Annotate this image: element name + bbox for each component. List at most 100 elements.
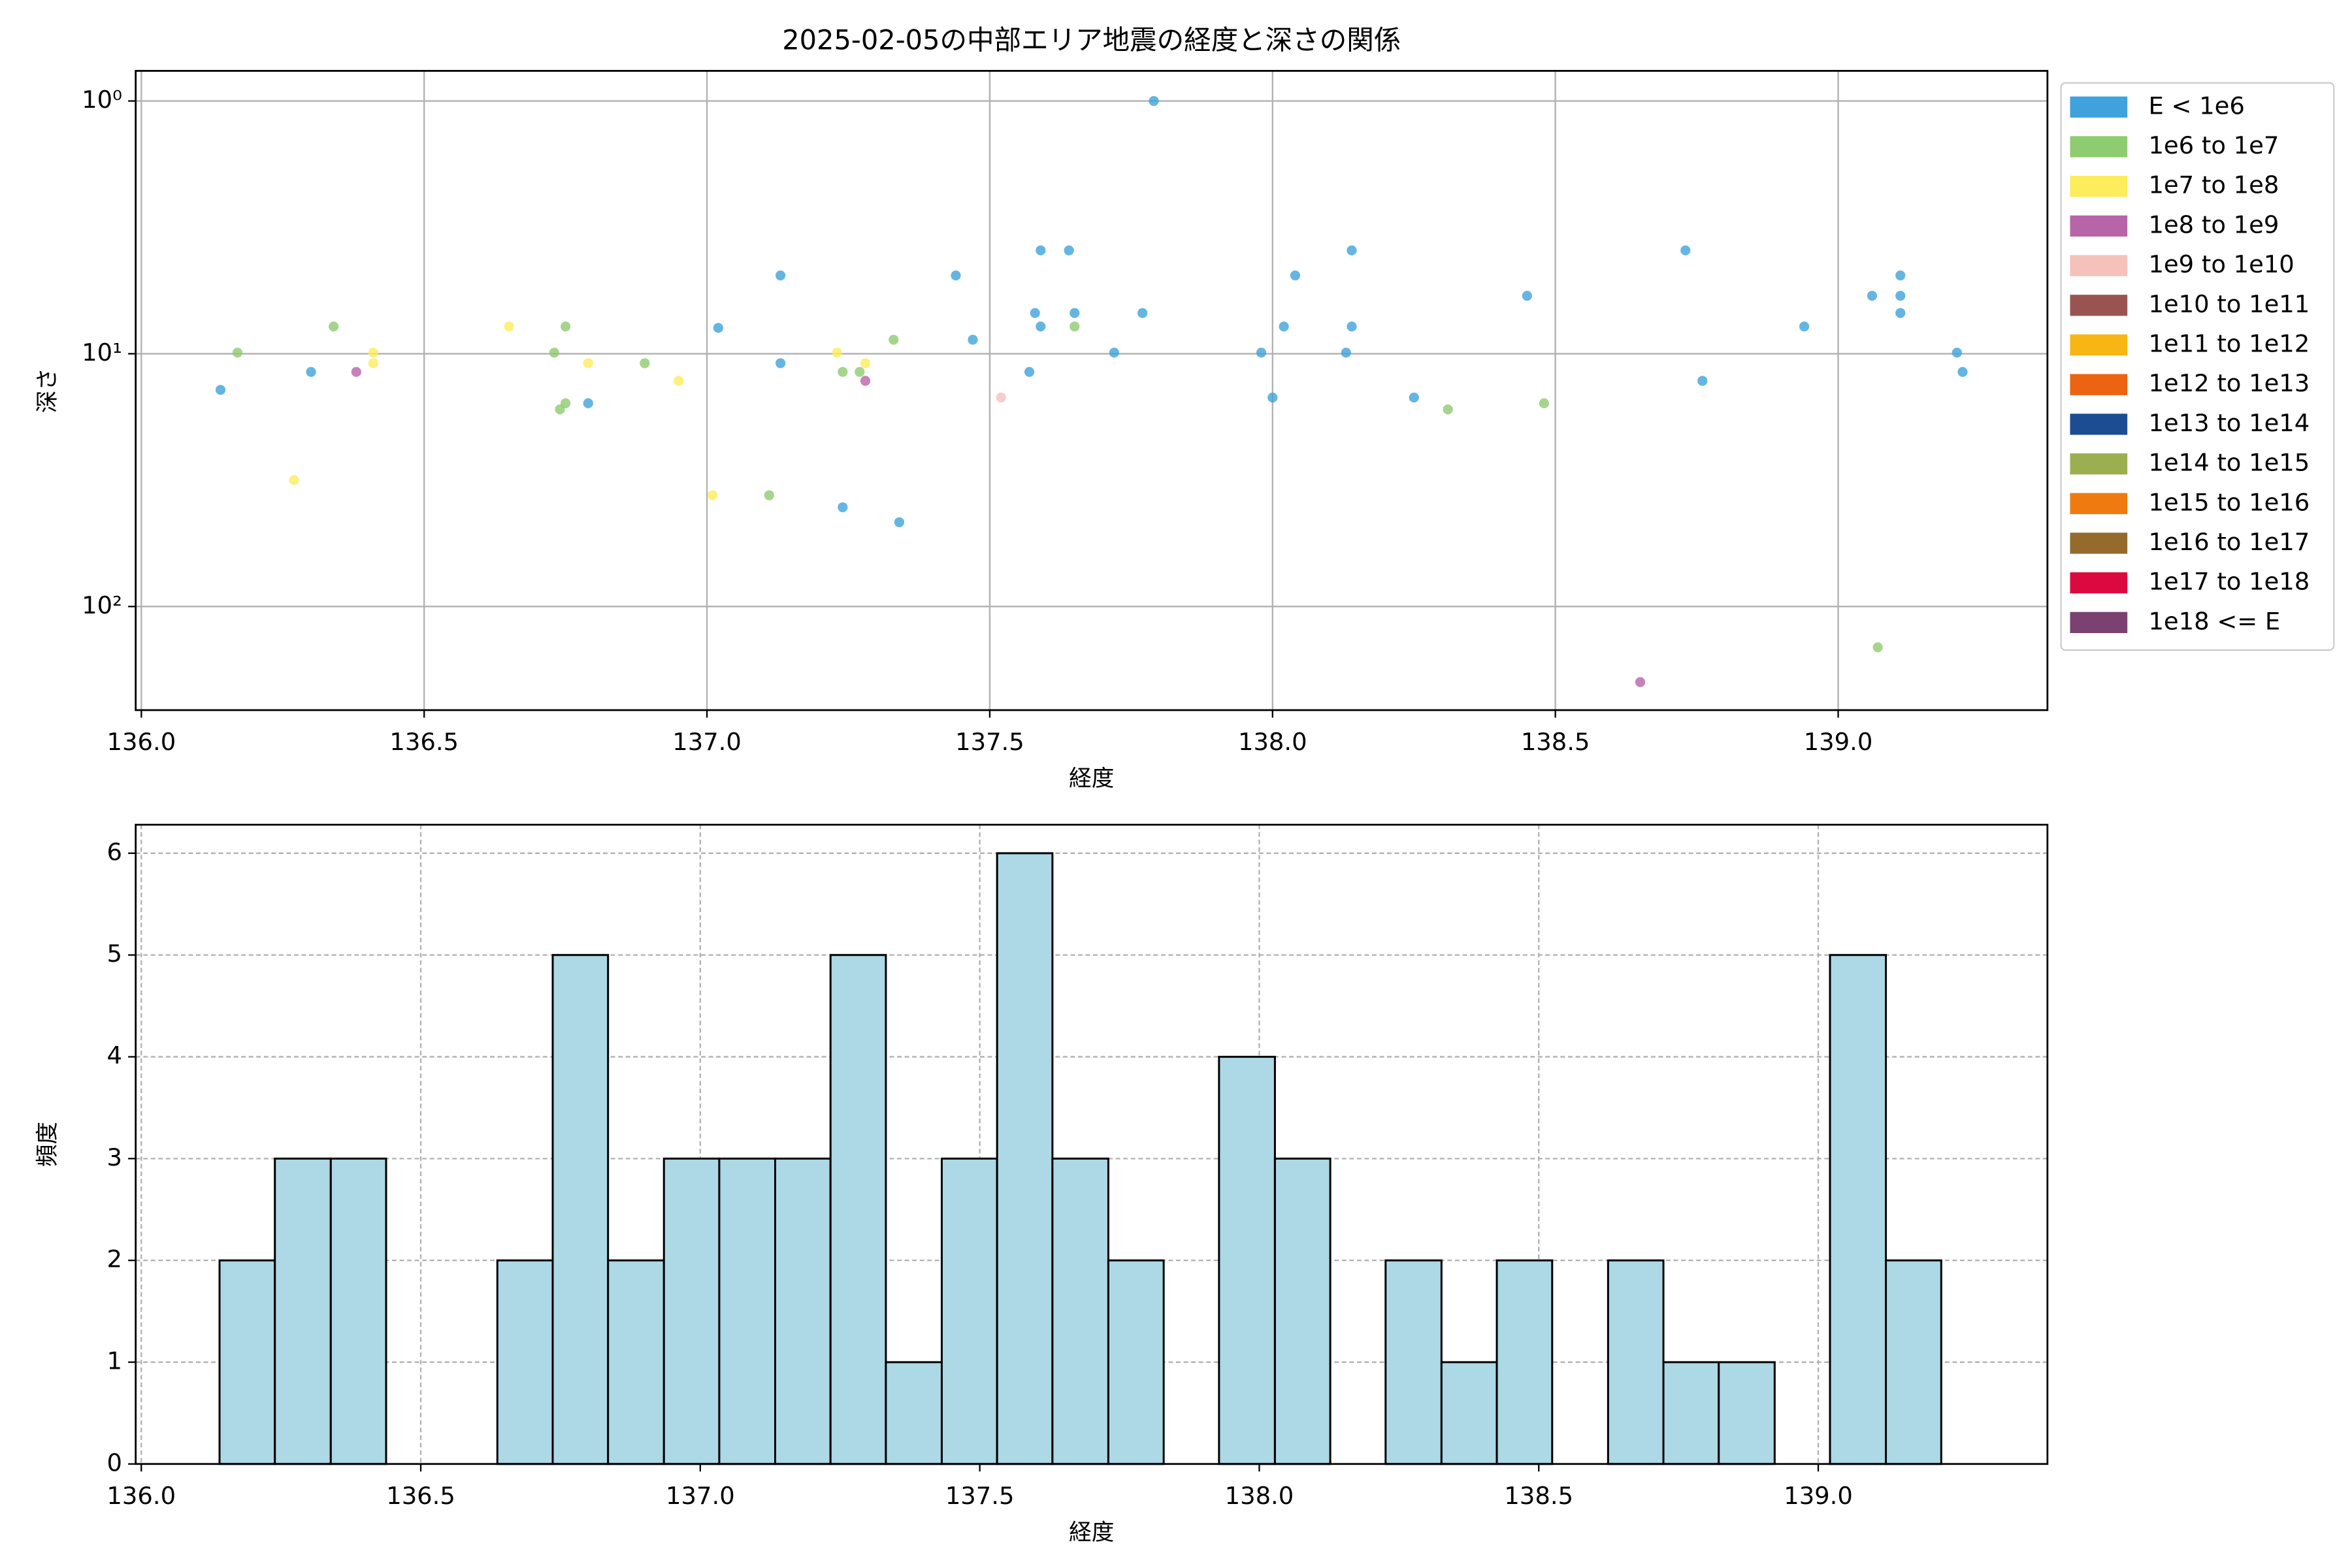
point xyxy=(351,367,361,377)
point xyxy=(1267,392,1278,403)
x-tick-label: 139.0 xyxy=(1784,1482,1853,1510)
legend-label: E < 1e6 xyxy=(2148,91,2244,120)
point xyxy=(1279,321,1289,332)
y-tick-label: 6 xyxy=(106,838,122,866)
point xyxy=(1036,321,1046,332)
bar xyxy=(329,1157,387,1465)
y-tick-label: 10² xyxy=(82,591,122,619)
legend-swatch xyxy=(2070,374,2128,395)
bar xyxy=(662,1157,721,1465)
bar xyxy=(1662,1361,1720,1465)
bar xyxy=(218,1259,276,1465)
point xyxy=(583,398,593,408)
point xyxy=(1957,367,1968,377)
plot-frame xyxy=(135,70,2049,711)
point xyxy=(860,358,871,368)
point xyxy=(368,358,378,368)
chart-title: 2025-02-05の中部エリア地震の経度と深さの関係 xyxy=(782,24,1401,56)
legend-label: 1e17 to 1e18 xyxy=(2148,568,2310,596)
bar xyxy=(1495,1259,1554,1465)
bar xyxy=(607,1259,665,1465)
legend-box xyxy=(2060,82,2335,651)
y-tick-label: 10¹ xyxy=(82,338,122,367)
point xyxy=(968,335,978,345)
point xyxy=(889,335,899,345)
y-tick-label: 0 xyxy=(106,1448,122,1477)
point xyxy=(1341,348,1351,358)
bar xyxy=(274,1157,332,1465)
x-tick-label: 137.0 xyxy=(672,728,742,756)
bar xyxy=(1718,1361,1776,1465)
point xyxy=(1347,321,1357,332)
legend-swatch xyxy=(2070,414,2128,435)
bar xyxy=(1218,1056,1276,1465)
legend-swatch xyxy=(2070,96,2128,118)
bar xyxy=(996,852,1054,1465)
point xyxy=(232,348,243,358)
point xyxy=(1895,308,1906,318)
legend-label: 1e13 to 1e14 xyxy=(2148,409,2310,437)
bar xyxy=(1107,1259,1165,1465)
point xyxy=(1952,348,1962,358)
point xyxy=(583,358,593,368)
point xyxy=(504,321,514,332)
legend-label: 1e8 to 1e9 xyxy=(2148,210,2279,238)
point xyxy=(1697,376,1708,386)
bar xyxy=(1273,1157,1331,1465)
x-tick-label: 137.5 xyxy=(955,728,1024,756)
point xyxy=(1443,404,1453,415)
point xyxy=(1070,308,1080,318)
bar xyxy=(718,1157,776,1465)
legend-label: 1e6 to 1e7 xyxy=(2148,131,2279,159)
y-axis-label: 頻度 xyxy=(35,1122,61,1167)
point xyxy=(1680,245,1691,255)
x-tick-label: 136.0 xyxy=(107,728,176,756)
bar xyxy=(1440,1361,1498,1465)
point xyxy=(1799,321,1810,332)
x-tick-label: 136.5 xyxy=(389,728,459,756)
legend-label: 1e15 to 1e16 xyxy=(2148,488,2310,516)
legend-swatch xyxy=(2070,295,2128,316)
point xyxy=(1149,95,1159,106)
y-tick-label: 2 xyxy=(106,1245,122,1273)
legend-label: 1e12 to 1e13 xyxy=(2148,369,2310,397)
point xyxy=(289,475,299,485)
point xyxy=(549,348,559,358)
point xyxy=(329,321,339,332)
legend-swatch xyxy=(2070,612,2128,633)
x-tick-label: 138.0 xyxy=(1225,1482,1294,1510)
bar xyxy=(496,1259,554,1465)
point xyxy=(838,367,848,377)
point xyxy=(764,490,774,500)
point xyxy=(951,270,961,281)
point xyxy=(1290,270,1301,281)
point xyxy=(855,367,865,377)
point xyxy=(1895,291,1906,301)
y-tick-label: 5 xyxy=(106,939,122,968)
legend-label: 1e7 to 1e8 xyxy=(2148,171,2279,199)
point xyxy=(1867,291,1878,301)
point xyxy=(1070,321,1080,332)
point xyxy=(1522,291,1532,301)
x-axis-label: 経度 xyxy=(1069,766,1114,792)
y-tick-label: 4 xyxy=(106,1041,122,1070)
x-tick-label: 138.5 xyxy=(1521,728,1590,756)
point xyxy=(1036,245,1046,255)
bar xyxy=(940,1157,998,1465)
y-tick-label: 3 xyxy=(106,1143,122,1171)
y-tick-label: 10⁰ xyxy=(82,86,122,114)
point xyxy=(838,502,848,513)
point xyxy=(1872,642,1883,653)
legend-label: 1e18 <= E xyxy=(2148,607,2280,635)
point xyxy=(561,321,571,332)
point xyxy=(713,323,724,333)
point xyxy=(1064,245,1074,255)
legend-swatch xyxy=(2070,493,2128,514)
point xyxy=(1409,392,1419,403)
bar xyxy=(1051,1157,1109,1465)
point xyxy=(1024,367,1035,377)
bar xyxy=(774,1157,832,1465)
point xyxy=(776,270,786,281)
legend-swatch xyxy=(2070,215,2128,237)
